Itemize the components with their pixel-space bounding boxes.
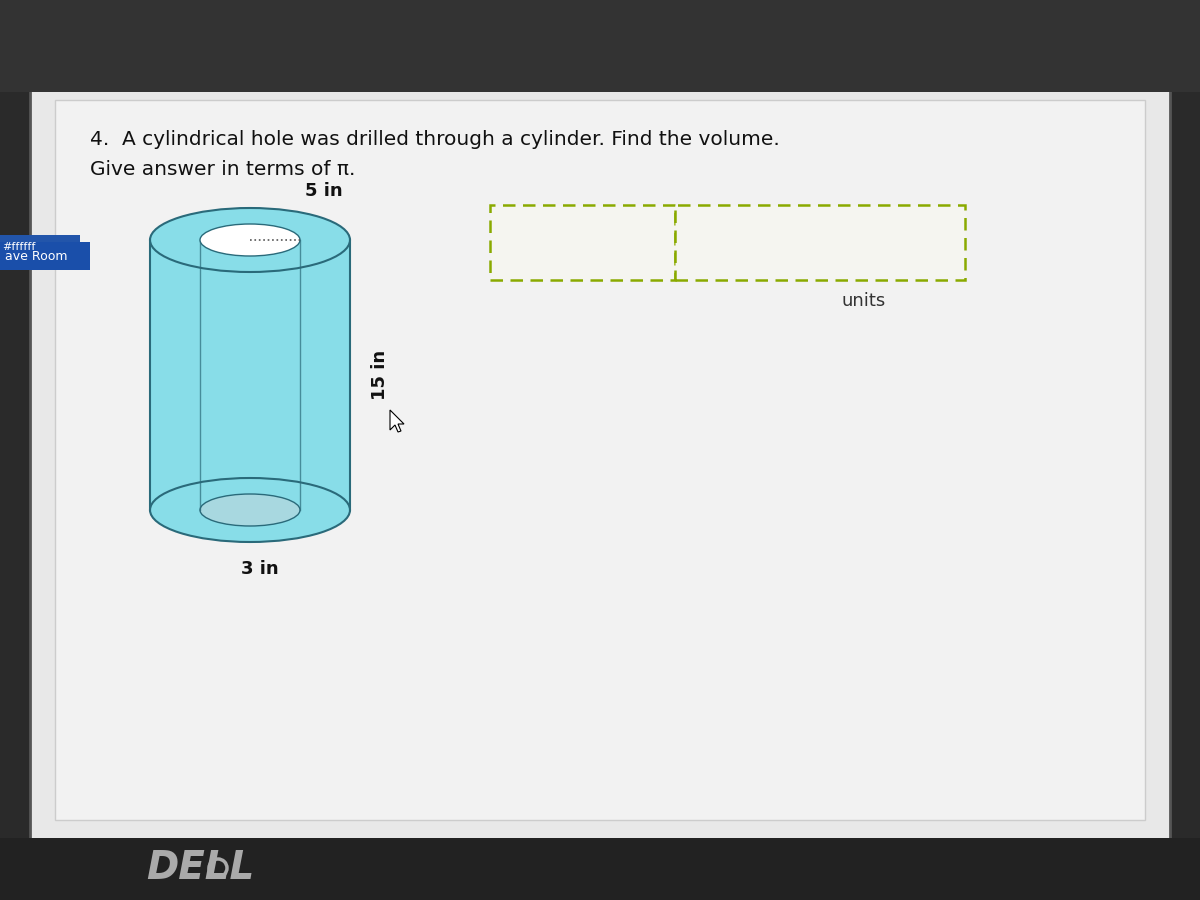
Text: 4.  A cylindrical hole was drilled through a cylinder. Find the volume.: 4. A cylindrical hole was drilled throug… bbox=[90, 130, 780, 149]
Bar bbox=[0, 0, 1200, 92]
Text: 3 in: 3 in bbox=[241, 560, 278, 578]
Text: Give answer in terms of π.: Give answer in terms of π. bbox=[90, 160, 355, 179]
Text: ave Room: ave Room bbox=[5, 249, 67, 263]
Bar bbox=[674, 205, 965, 280]
Polygon shape bbox=[150, 240, 350, 510]
Text: DELL: DELL bbox=[146, 849, 254, 887]
Polygon shape bbox=[390, 410, 404, 432]
Bar bbox=[490, 205, 674, 280]
Text: units: units bbox=[841, 292, 886, 310]
Bar bbox=[0, 838, 1200, 900]
Bar bbox=[0, 242, 90, 270]
Ellipse shape bbox=[150, 208, 350, 272]
Bar bbox=[0, 235, 80, 260]
Bar bbox=[55, 100, 1145, 820]
Ellipse shape bbox=[200, 494, 300, 526]
Ellipse shape bbox=[200, 224, 300, 256]
Text: 5 in: 5 in bbox=[305, 182, 343, 200]
Text: 15 in: 15 in bbox=[371, 350, 389, 400]
Ellipse shape bbox=[150, 478, 350, 542]
Text: #ffffff: #ffffff bbox=[2, 242, 35, 252]
Bar bbox=[30, 90, 1170, 840]
